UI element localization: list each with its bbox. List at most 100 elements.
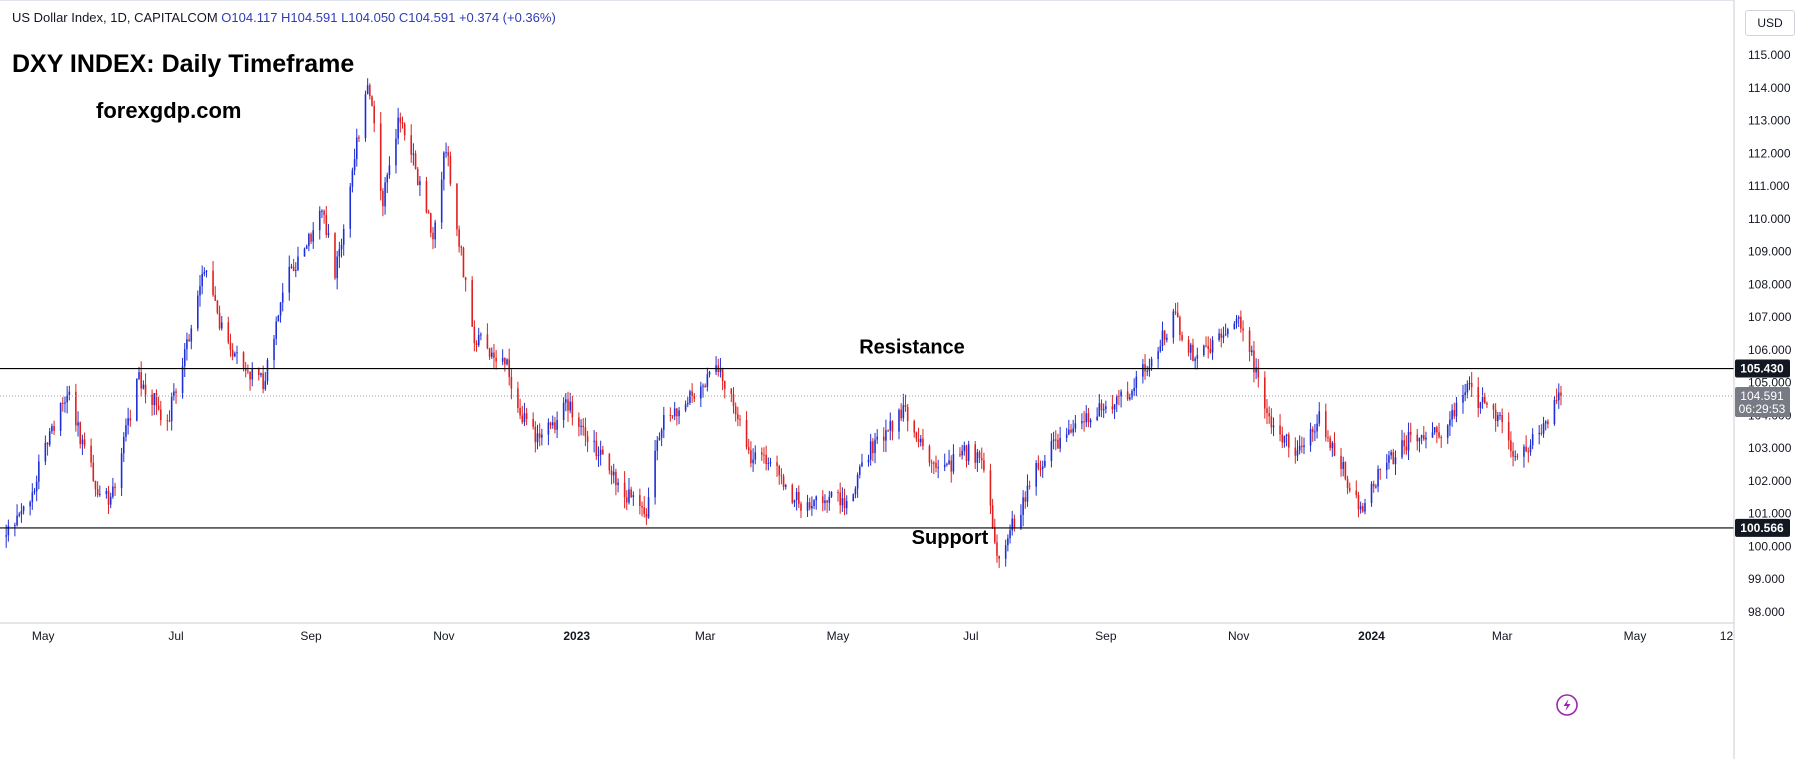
candle-body [5,535,7,537]
candle-body [737,414,739,420]
candle-body [625,497,628,503]
candle-body [105,490,108,494]
candle-body [1161,330,1164,347]
candle-body [978,452,981,458]
x-tick-label: 2024 [1358,629,1385,643]
candle-body [1529,445,1532,453]
candle-body [1425,437,1427,440]
candle-body [48,431,51,445]
candle-body [567,399,569,411]
candle-body [1303,445,1305,448]
candle-body [1359,506,1362,510]
candle-body [1100,403,1103,411]
candle-body [645,513,648,518]
y-tick-label: 109.000 [1748,245,1792,259]
candle-body [432,232,434,240]
candle-body [565,399,567,403]
candle-body [1222,335,1225,338]
candle-body [778,466,781,476]
candle-body [1542,423,1545,434]
candle-body [1135,376,1138,389]
candle-body [366,85,369,95]
candle-body [125,425,127,437]
candle-body [1144,364,1146,372]
candle-body [1028,485,1031,487]
candle-body [504,357,506,365]
candle-body [109,496,112,505]
candle-body [1248,330,1251,353]
candle-body [612,471,615,476]
candle-body [597,454,600,456]
candle-body [190,328,193,342]
candle-body [641,506,643,508]
candle-body [1074,423,1077,429]
candle-body [312,230,315,242]
candle-body [1392,452,1395,465]
candle-body [401,122,404,124]
candle-body [745,420,748,448]
candle-body [310,234,312,242]
resistance-price-tag [1735,359,1790,378]
currency-button[interactable]: USD [1745,10,1795,36]
candle-body [175,391,177,394]
y-tick-label: 110.000 [1748,212,1791,226]
candle-body [1538,432,1540,435]
candle-body [1453,410,1456,417]
x-tick-label: May [32,629,55,643]
candle-body [83,439,86,446]
candle-body [1483,396,1486,404]
candle-body [1013,518,1016,529]
candle-body [628,489,630,503]
candle-body [1324,411,1327,438]
candle-body [806,502,809,511]
candle-body [900,409,902,419]
candle-body [183,349,186,367]
candle-body [1131,390,1133,398]
candle-body [887,430,889,432]
candle-body [384,182,386,207]
candle-body [22,506,25,511]
candle-body [676,408,678,417]
candle-body [1257,367,1260,378]
candle-body [1405,446,1408,451]
candle-body [79,422,82,445]
candle-body [234,353,236,357]
candle-body [290,266,293,268]
candle-body [1309,429,1312,446]
candle-body [1224,334,1227,336]
candle-body [355,137,358,160]
candle-body [760,452,763,455]
candle-body [517,388,519,408]
candle-body [1355,490,1358,496]
y-tick-label: 108.000 [1748,277,1792,291]
candle-body [1462,395,1464,403]
candle-body [1372,483,1375,487]
candle-body [582,425,585,428]
candle-body [1166,337,1168,340]
candle-body [395,138,397,166]
candle-body [1159,346,1162,352]
candle-body [1440,437,1443,439]
high-value: H104.591 [281,10,338,25]
y-tick-label: 99.000 [1748,572,1785,586]
candle-body [94,480,97,490]
candle-body [127,418,129,426]
candle-body [138,372,140,380]
candle-body [1377,469,1379,487]
candle-body [1364,503,1366,512]
candle-body [610,470,613,476]
lightning-bolt-icon[interactable] [1556,694,1578,716]
candle-body [630,489,632,498]
candle-body [828,496,831,503]
candle-body [506,359,508,365]
candle-body [1279,425,1281,435]
candle-body [1294,447,1297,456]
candle-body [1449,419,1451,426]
candle-body [1375,486,1377,488]
candle-body [430,213,432,233]
candle-body [201,273,203,287]
candle-body [1514,456,1517,458]
candle-body [791,485,794,503]
candle-body [334,233,336,279]
